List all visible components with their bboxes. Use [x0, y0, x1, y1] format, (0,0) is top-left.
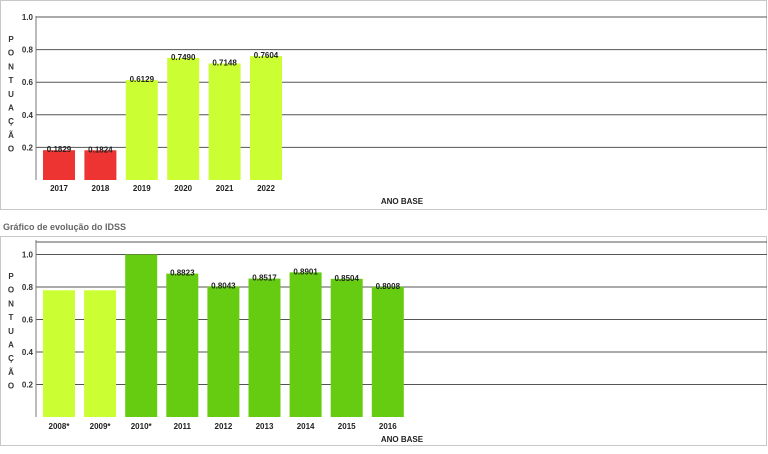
- chart-frame: [0, 236, 767, 446]
- y-tick-label: 0.8: [22, 283, 34, 292]
- y-axis-title-letter: P: [8, 272, 14, 281]
- value-label: 0.6129: [130, 75, 155, 84]
- bar-2017: [43, 150, 75, 180]
- bar-2009*: [84, 290, 117, 417]
- value-label: 0.8504: [334, 274, 359, 283]
- y-axis-title-letter: Ç: [8, 117, 14, 126]
- y-axis-title-letter: U: [8, 90, 14, 99]
- value-label: 0.8823: [170, 269, 195, 278]
- category-label: 2013: [256, 422, 274, 431]
- y-tick-label: 0.6: [22, 78, 34, 87]
- bar-2022: [250, 56, 282, 181]
- bar-2015: [330, 278, 363, 417]
- value-label: 0.1829: [47, 145, 72, 154]
- y-axis-title-letter: O: [8, 286, 14, 295]
- category-label: 2014: [297, 422, 315, 431]
- value-label: 0.7148: [212, 58, 237, 67]
- y-axis-title-letter: T: [9, 313, 14, 322]
- y-axis-title-letter: O: [8, 145, 14, 154]
- category-label: 2011: [174, 422, 192, 431]
- value-label: 0.8043: [211, 281, 236, 290]
- y-tick-label: 0.8: [22, 46, 34, 55]
- y-axis-title-letter: P: [8, 35, 14, 44]
- y-axis-title-letter: A: [8, 104, 14, 113]
- bar-2020: [167, 57, 200, 181]
- y-axis-title-letter: Ã: [8, 131, 14, 140]
- y-tick-label: 1.0: [22, 251, 34, 260]
- bar-2019: [125, 80, 158, 180]
- y-axis-title-letter: T: [9, 76, 14, 85]
- category-label: 2015: [338, 422, 356, 431]
- category-label: 2009*: [90, 422, 112, 431]
- y-axis-title-letter: Ç: [8, 354, 14, 363]
- y-axis-title-letter: O: [8, 382, 14, 391]
- bar-2016: [371, 286, 404, 417]
- y-tick-label: 0.4: [22, 111, 34, 120]
- y-tick-label: 0.6: [22, 316, 34, 325]
- bar-2014: [289, 272, 322, 417]
- x-axis-title: ANO BASE: [381, 435, 424, 444]
- y-axis-title-letter: U: [8, 327, 14, 336]
- y-axis-title-letter: N: [8, 62, 14, 71]
- x-axis-title: ANO BASE: [381, 197, 424, 206]
- bar-2013: [248, 278, 281, 417]
- section-title: Gráfico de evolução do IDSS: [3, 222, 127, 232]
- category-label: 2008*: [49, 422, 71, 431]
- category-label: 2018: [92, 184, 110, 193]
- y-tick-label: 0.4: [22, 348, 34, 357]
- value-label: 0.8008: [376, 282, 401, 291]
- category-label: 2021: [216, 184, 234, 193]
- y-axis-title-letter: N: [8, 299, 14, 308]
- bar-2021: [208, 63, 241, 181]
- value-label: 0.7604: [254, 51, 279, 60]
- chart-frame: [0, 0, 767, 210]
- category-label: 2010*: [131, 422, 153, 431]
- bar-2008*: [43, 290, 75, 417]
- y-tick-label: 0.2: [22, 143, 34, 152]
- bar-2018: [84, 150, 117, 180]
- category-label: 2016: [379, 422, 397, 431]
- value-label: 0.8901: [293, 267, 318, 276]
- y-tick-label: 0.2: [22, 381, 34, 390]
- category-label: 2012: [215, 422, 233, 431]
- value-label: 0.1824: [88, 145, 113, 154]
- category-label: 2017: [50, 184, 68, 193]
- category-label: 2020: [174, 184, 192, 193]
- bar-2011: [166, 273, 199, 417]
- value-label: 0.7490: [171, 53, 196, 62]
- bar-2012: [207, 286, 240, 417]
- y-tick-label: 1.0: [22, 13, 34, 22]
- category-label: 2019: [133, 184, 151, 193]
- y-axis-title-letter: Ã: [8, 368, 14, 377]
- y-axis-title-letter: A: [8, 341, 14, 350]
- bar-2010*: [125, 254, 158, 417]
- y-axis-title-letter: O: [8, 49, 14, 58]
- category-label: 2022: [257, 184, 275, 193]
- value-label: 0.8517: [252, 274, 277, 283]
